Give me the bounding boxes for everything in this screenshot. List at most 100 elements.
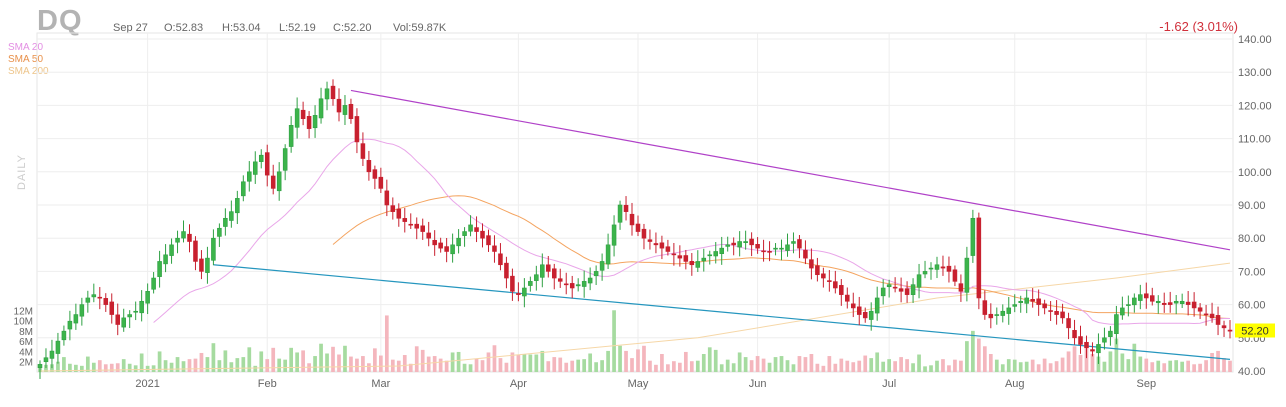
- candle-body: [671, 253, 677, 256]
- volume-bar: [1162, 363, 1167, 372]
- volume-bar: [600, 360, 604, 372]
- candle-body: [258, 154, 264, 162]
- volume-bar: [833, 363, 838, 372]
- candle-body: [61, 330, 67, 341]
- volume-bar: [1000, 364, 1005, 372]
- volume-bar: [863, 355, 868, 372]
- candle-body: [922, 271, 928, 275]
- volume-bar: [127, 363, 132, 372]
- volume-bar: [444, 360, 449, 372]
- date-label: Sep 27: [113, 22, 148, 34]
- candle-body: [569, 283, 575, 289]
- price-tick-label: 60.00: [1238, 300, 1266, 312]
- candle-body: [229, 211, 234, 221]
- volume-bar: [881, 361, 886, 372]
- candle-body: [546, 264, 551, 272]
- volume-bar: [1144, 358, 1149, 372]
- volume-bar: [175, 357, 180, 372]
- volume-bar: [959, 360, 963, 372]
- candle-body: [294, 108, 300, 128]
- volume-bar: [247, 347, 252, 372]
- volume-bar: [1054, 361, 1059, 372]
- candle-body: [785, 244, 790, 251]
- candle-body: [1203, 313, 1209, 316]
- candle-body: [1030, 299, 1035, 302]
- volume-bar: [169, 362, 174, 372]
- volume-bar: [857, 360, 862, 372]
- volume-bar: [450, 352, 455, 372]
- volume-bar: [1036, 364, 1041, 372]
- volume-bar: [743, 357, 748, 372]
- candle-body: [157, 261, 162, 277]
- candle-body: [288, 125, 294, 147]
- volume-bar: [337, 354, 341, 372]
- candle-body: [910, 284, 916, 295]
- price-tick-label: 40.00: [1238, 366, 1266, 378]
- candle-body: [49, 350, 55, 359]
- volume-bar: [935, 360, 939, 372]
- volume-bar: [325, 353, 329, 372]
- candle-body: [731, 242, 736, 246]
- candle-body: [103, 298, 109, 305]
- volume-bar: [313, 356, 317, 372]
- price-tick-label: 70.00: [1238, 266, 1266, 278]
- trendline-lower: [213, 264, 1231, 360]
- candle-body: [1036, 298, 1041, 305]
- volume-bar: [265, 359, 270, 372]
- volume-bar: [504, 362, 509, 372]
- volume-bar: [570, 360, 575, 372]
- volume-bar: [1228, 360, 1232, 372]
- volume-bar: [361, 356, 365, 372]
- candle-body: [348, 103, 354, 119]
- volume-bar: [588, 353, 593, 372]
- candle-body: [1024, 297, 1029, 304]
- volume-bar: [1204, 360, 1208, 372]
- volume-bar: [971, 330, 975, 372]
- volume-bar: [1138, 356, 1143, 372]
- candle-body: [498, 253, 503, 266]
- candle-body: [928, 267, 934, 270]
- volume-bar: [1024, 361, 1029, 372]
- candle-body: [749, 238, 754, 246]
- volume-bar: [654, 364, 658, 372]
- sma200-line: [39, 262, 1231, 372]
- volume-bar: [343, 345, 347, 372]
- volume-bar: [893, 361, 897, 372]
- candle-body: [1138, 294, 1143, 301]
- last-price-tag: [1235, 323, 1275, 338]
- candle-body: [97, 296, 103, 299]
- volume-bar: [1018, 362, 1023, 372]
- volume-bar: [534, 354, 539, 372]
- candle-body: [719, 247, 724, 254]
- volume-bar: [62, 357, 66, 372]
- candle-body: [408, 223, 414, 226]
- candle-body: [653, 243, 659, 246]
- volume-bar: [1072, 346, 1077, 372]
- candle-body: [1042, 303, 1047, 309]
- legend-sma50: SMA 50: [8, 54, 44, 65]
- candle-body: [605, 244, 611, 265]
- volume-bar: [1066, 351, 1071, 372]
- volume-bar: [558, 357, 563, 372]
- candle-body: [976, 217, 982, 299]
- volume-bar: [1192, 364, 1196, 372]
- volume-bar: [432, 356, 437, 372]
- candle-body: [868, 310, 874, 320]
- candle-body: [1173, 300, 1179, 304]
- volume-bar: [1048, 363, 1053, 372]
- volume-bar: [211, 343, 216, 372]
- candle-body: [318, 98, 324, 119]
- volume-bar: [648, 360, 652, 372]
- volume-bar: [44, 364, 48, 372]
- candle-body: [821, 273, 826, 279]
- price-tick-label: 110.00: [1238, 134, 1271, 146]
- candle-body: [940, 266, 946, 269]
- candle-body: [743, 241, 748, 244]
- volume-bar: [701, 354, 706, 372]
- candle-body: [1006, 307, 1012, 314]
- volume-bar: [115, 363, 120, 372]
- candle-body: [1191, 301, 1197, 309]
- volume-bar: [731, 363, 736, 372]
- x-axis-label: Sep: [1137, 378, 1157, 390]
